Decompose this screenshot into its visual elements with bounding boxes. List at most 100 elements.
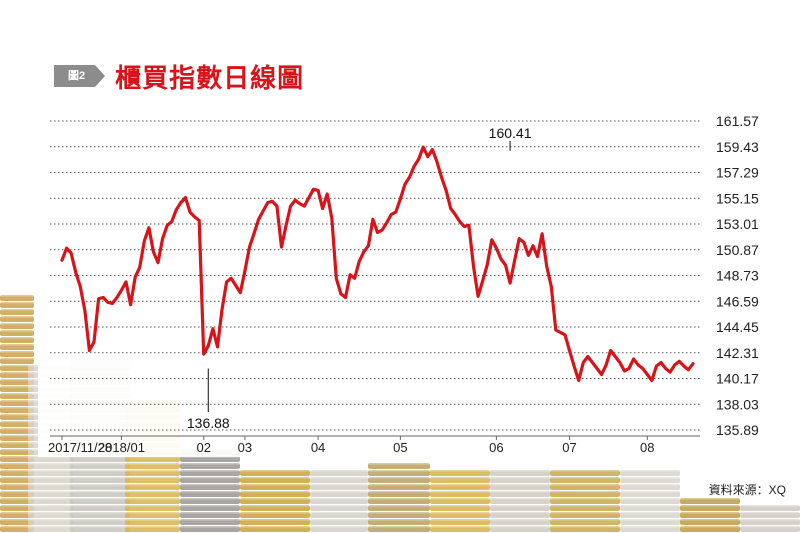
coin-layer xyxy=(180,477,240,483)
title-row: 圖2 櫃買指數日線圖 xyxy=(54,62,304,94)
coin-highlight xyxy=(240,470,310,472)
coin-layer xyxy=(368,484,430,490)
coin-highlight xyxy=(368,491,430,493)
coin-highlight xyxy=(680,498,740,500)
coin-highlight xyxy=(368,512,430,514)
data-point xyxy=(509,282,511,284)
coin-layer xyxy=(620,505,680,511)
coin-layer xyxy=(550,484,620,490)
data-point xyxy=(226,281,228,283)
coin-layer xyxy=(125,477,180,483)
coin-highlight xyxy=(0,414,34,416)
data-point xyxy=(125,281,127,283)
coin-layer xyxy=(180,470,240,476)
data-point xyxy=(399,198,401,200)
coin-highlight xyxy=(310,498,368,500)
data-point xyxy=(93,341,95,343)
coin-highlight xyxy=(180,477,240,479)
coin-highlight xyxy=(0,505,34,507)
data-point xyxy=(75,271,77,273)
coin-layer xyxy=(0,400,34,406)
coin-highlight xyxy=(620,505,680,507)
coin-layer xyxy=(620,526,680,532)
coin-highlight xyxy=(0,358,34,360)
coin-highlight xyxy=(125,526,180,528)
series-line xyxy=(60,145,695,383)
data-point xyxy=(276,205,278,207)
coin-highlight xyxy=(430,477,490,479)
data-point xyxy=(280,246,283,248)
data-point xyxy=(495,247,497,249)
data-point xyxy=(248,246,251,248)
coin-highlight xyxy=(240,491,310,493)
figure-badge: 圖2 xyxy=(54,65,106,87)
data-point xyxy=(587,355,589,358)
data-point xyxy=(189,211,191,213)
coin-layer xyxy=(0,512,34,518)
y-tick-label: 161.57 xyxy=(716,113,759,129)
data-point xyxy=(664,367,667,370)
coin-highlight xyxy=(240,477,310,479)
coin-layer xyxy=(180,519,240,525)
coin-highlight xyxy=(28,463,74,465)
coin-layer xyxy=(180,456,240,462)
coin-layer xyxy=(310,505,368,511)
y-tick-label: 146.59 xyxy=(716,293,759,309)
x-tick-label: 05 xyxy=(393,440,407,455)
data-point xyxy=(79,286,81,288)
coin-layer xyxy=(125,470,180,476)
data-point xyxy=(445,189,447,192)
coin-layer xyxy=(550,498,620,504)
coin-layer xyxy=(368,498,430,504)
coin-highlight xyxy=(180,484,240,486)
coin-layer xyxy=(0,519,34,525)
data-point xyxy=(175,209,177,211)
data-point xyxy=(450,207,452,210)
y-tick-label: 157.29 xyxy=(716,165,759,181)
coin-layer xyxy=(240,477,310,483)
coin-layer xyxy=(0,316,34,322)
coin-highlight xyxy=(430,526,490,528)
coin-layer xyxy=(240,512,310,518)
coin-highlight xyxy=(0,449,34,451)
coin-layer xyxy=(0,449,34,455)
data-point xyxy=(600,373,603,376)
data-point xyxy=(308,197,310,199)
data-point xyxy=(482,280,484,282)
coin-layer xyxy=(620,498,680,504)
coin-highlight xyxy=(310,526,368,528)
data-point xyxy=(472,265,475,267)
coin-layer xyxy=(0,505,34,511)
data-point xyxy=(573,365,575,367)
coin-layer xyxy=(310,512,368,518)
data-point xyxy=(143,240,145,242)
coin-highlight xyxy=(125,470,180,472)
coin-highlight xyxy=(0,295,34,297)
coin-layer xyxy=(70,519,130,525)
data-point xyxy=(564,334,566,336)
data-point xyxy=(605,364,607,366)
coin-layer xyxy=(550,526,620,532)
coin-layer xyxy=(680,519,740,525)
coin-highlight xyxy=(490,477,550,479)
coin-layer xyxy=(28,484,74,490)
coin-layer xyxy=(0,470,34,476)
coin-highlight xyxy=(0,365,34,367)
coin-highlight xyxy=(740,512,800,514)
x-tick-label: 06 xyxy=(489,440,503,455)
data-point xyxy=(404,183,406,186)
data-point xyxy=(422,146,424,148)
coin-highlight xyxy=(0,428,34,430)
coin-layer xyxy=(180,484,240,490)
coin-layer xyxy=(310,498,368,504)
y-tick-label: 148.73 xyxy=(716,268,759,284)
coin-highlight xyxy=(240,526,310,528)
data-point xyxy=(582,361,584,364)
coin-layer xyxy=(310,484,368,490)
data-point xyxy=(555,329,557,331)
data-point xyxy=(258,218,260,220)
data-point xyxy=(683,365,685,367)
coin-highlight xyxy=(680,526,740,528)
data-point xyxy=(194,216,196,218)
data-point xyxy=(239,292,241,294)
